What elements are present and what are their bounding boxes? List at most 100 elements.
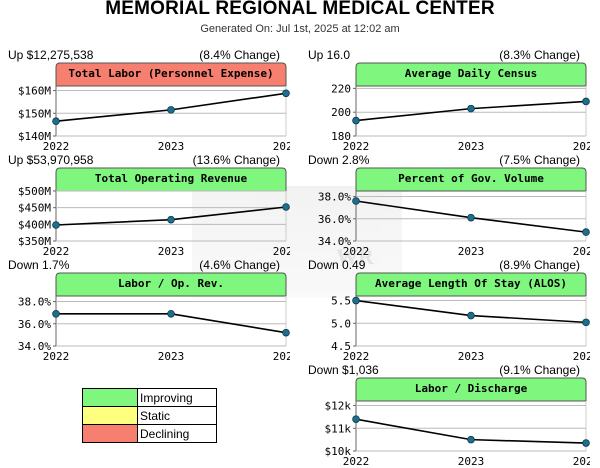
y-tick-label: $140M [18, 130, 51, 143]
x-tick-label: 2023 [158, 140, 185, 152]
y-tick-label: $350M [18, 235, 51, 248]
y-tick-label: $11k [325, 422, 352, 435]
line-chart: Percent of Gov. Volume 34.0% 36.0% 38.0% 202… [318, 167, 590, 257]
y-tick-label: 36.0% [318, 213, 351, 226]
watermark-text: WR [336, 244, 374, 269]
report-title: MEMORIAL REGIONAL MEDICAL CENTER [105, 0, 495, 19]
chart-panel: Up 16.0 (8.3% Change) Average Daily Census… [300, 48, 590, 153]
y-tick-label: 200 [331, 106, 351, 119]
data-point [582, 318, 590, 327]
y-tick-label: 38.0% [18, 296, 51, 309]
chart-title: Total Operating Revenue [95, 172, 248, 185]
line-chart: Average Length Of Stay (ALOS) 4.5 5.0 5.5 20… [331, 272, 590, 362]
status-legend: Improving Static Declining [82, 388, 217, 443]
data-point [167, 215, 175, 224]
change-percent: (8.4% Change) [199, 48, 280, 62]
chart-title-tab [355, 167, 587, 192]
legend-swatch-declining [82, 424, 138, 443]
x-tick-label: 2023 [158, 245, 185, 257]
chart-title-tab [355, 62, 587, 87]
y-tick-label: $150M [18, 107, 51, 120]
change-amount: Down 0.49 [308, 258, 366, 272]
data-point [282, 203, 290, 211]
y-tick-label: 38.0% [318, 191, 351, 204]
legend-row-declining: Declining [82, 424, 217, 443]
chart-title-tab [55, 62, 287, 87]
data-point [467, 435, 475, 444]
x-tick-label: 2022 [43, 350, 70, 362]
x-tick-label: 2023 [458, 350, 485, 362]
x-tick-label: 2022 [43, 140, 70, 152]
chart-title: Labor / Op. Rev. [118, 277, 224, 290]
chart-title: Average Length Of Stay (ALOS) [375, 277, 567, 290]
data-point [52, 221, 60, 229]
change-amount: Down 1.7% [8, 258, 70, 272]
y-tick-label: 180 [331, 130, 351, 143]
chart-title: Total Labor (Personnel Expense) [68, 67, 273, 80]
y-tick-label: 34.0% [18, 340, 51, 353]
change-percent: (7.5% Change) [499, 153, 580, 167]
y-tick-label: $10k [325, 445, 352, 458]
x-tick-label: 2023 [158, 350, 185, 362]
x-tick-label: 2023 [458, 455, 485, 467]
change-percent: (9.1% Change) [499, 363, 580, 377]
data-point [352, 296, 360, 305]
data-point [467, 311, 475, 320]
chart-title: Average Daily Census [405, 67, 537, 80]
data-point [352, 197, 360, 205]
x-tick-label: 2022 [343, 140, 370, 152]
y-tick-label: $450M [18, 202, 51, 215]
legend-row-improving: Improving [82, 388, 217, 407]
y-tick-label: $400M [18, 218, 51, 231]
legend-label-static: Static [137, 406, 217, 425]
change-amount: Down $1,036 [308, 363, 379, 377]
x-tick-label: 2024 [573, 140, 590, 152]
chart-panel: Down 1.7% (4.6% Change) Labor / Op. Rev. 34… [0, 258, 290, 363]
x-tick-label: 2022 [343, 245, 370, 257]
line-chart: Labor / Discharge $10k $11k $12k 2022 2023 202… [325, 377, 590, 467]
generated-timestamp: Generated On: Jul 1st, 2025 at 12:02 am [200, 23, 400, 35]
data-point [52, 309, 60, 318]
change-amount: Down 2.8% [308, 153, 370, 167]
change-percent: (8.3% Change) [499, 48, 580, 62]
chart-panel: Down 0.49 (8.9% Change) Average Length Of … [300, 258, 590, 363]
x-tick-label: 2023 [458, 245, 485, 257]
y-tick-label: $160M [18, 85, 51, 98]
y-tick-label: $500M [18, 185, 51, 198]
line-chart: Average Daily Census 180 200 220 2022 2023 202… [331, 62, 590, 152]
x-tick-label: 2024 [273, 140, 290, 152]
change-amount: Up $53,970,958 [8, 153, 94, 167]
line-chart: Total Operating Revenue $350M $400M $450M $5… [18, 167, 290, 257]
change-percent: (4.6% Change) [199, 258, 280, 272]
x-tick-label: 2024 [273, 245, 290, 257]
line-chart: Total Labor (Personnel Expense) $140M $150… [18, 62, 290, 152]
chart-title-tab [355, 377, 587, 402]
data-point [582, 439, 590, 447]
x-tick-label: 2023 [458, 140, 485, 152]
y-tick-label: 5.5 [331, 295, 351, 308]
data-point [52, 117, 60, 126]
chart-title-tab [355, 272, 587, 297]
x-tick-label: 2024 [573, 350, 590, 362]
x-tick-label: 2024 [273, 350, 290, 362]
x-tick-label: 2024 [573, 455, 590, 467]
y-tick-label: 5.0 [331, 317, 351, 330]
data-point [582, 97, 590, 106]
chart-title-tab [55, 167, 287, 192]
legend-swatch-improving [82, 388, 138, 407]
data-point [352, 415, 360, 423]
x-tick-label: 2022 [343, 455, 370, 467]
y-tick-label: 220 [331, 82, 351, 95]
change-percent: (13.6% Change) [192, 153, 280, 167]
data-point [467, 104, 475, 113]
chart-panel: Up $53,970,958 (13.6% Change) Total Operat… [0, 153, 290, 258]
data-point [467, 213, 475, 222]
legend-swatch-static [82, 406, 138, 425]
data-point [582, 228, 590, 236]
data-point [352, 116, 360, 125]
y-tick-label: 34.0% [318, 235, 351, 248]
legend-label-declining: Declining [137, 424, 217, 443]
chart-panel: Up $12,275,538 (8.4% Change) Total Labor (… [0, 48, 290, 153]
line-chart: Labor / Op. Rev. 34.0% 36.0% 38.0% 2022 2023 2… [18, 272, 290, 362]
chart-panel: Down $1,036 (9.1% Change) Labor / Discharg… [300, 363, 590, 468]
